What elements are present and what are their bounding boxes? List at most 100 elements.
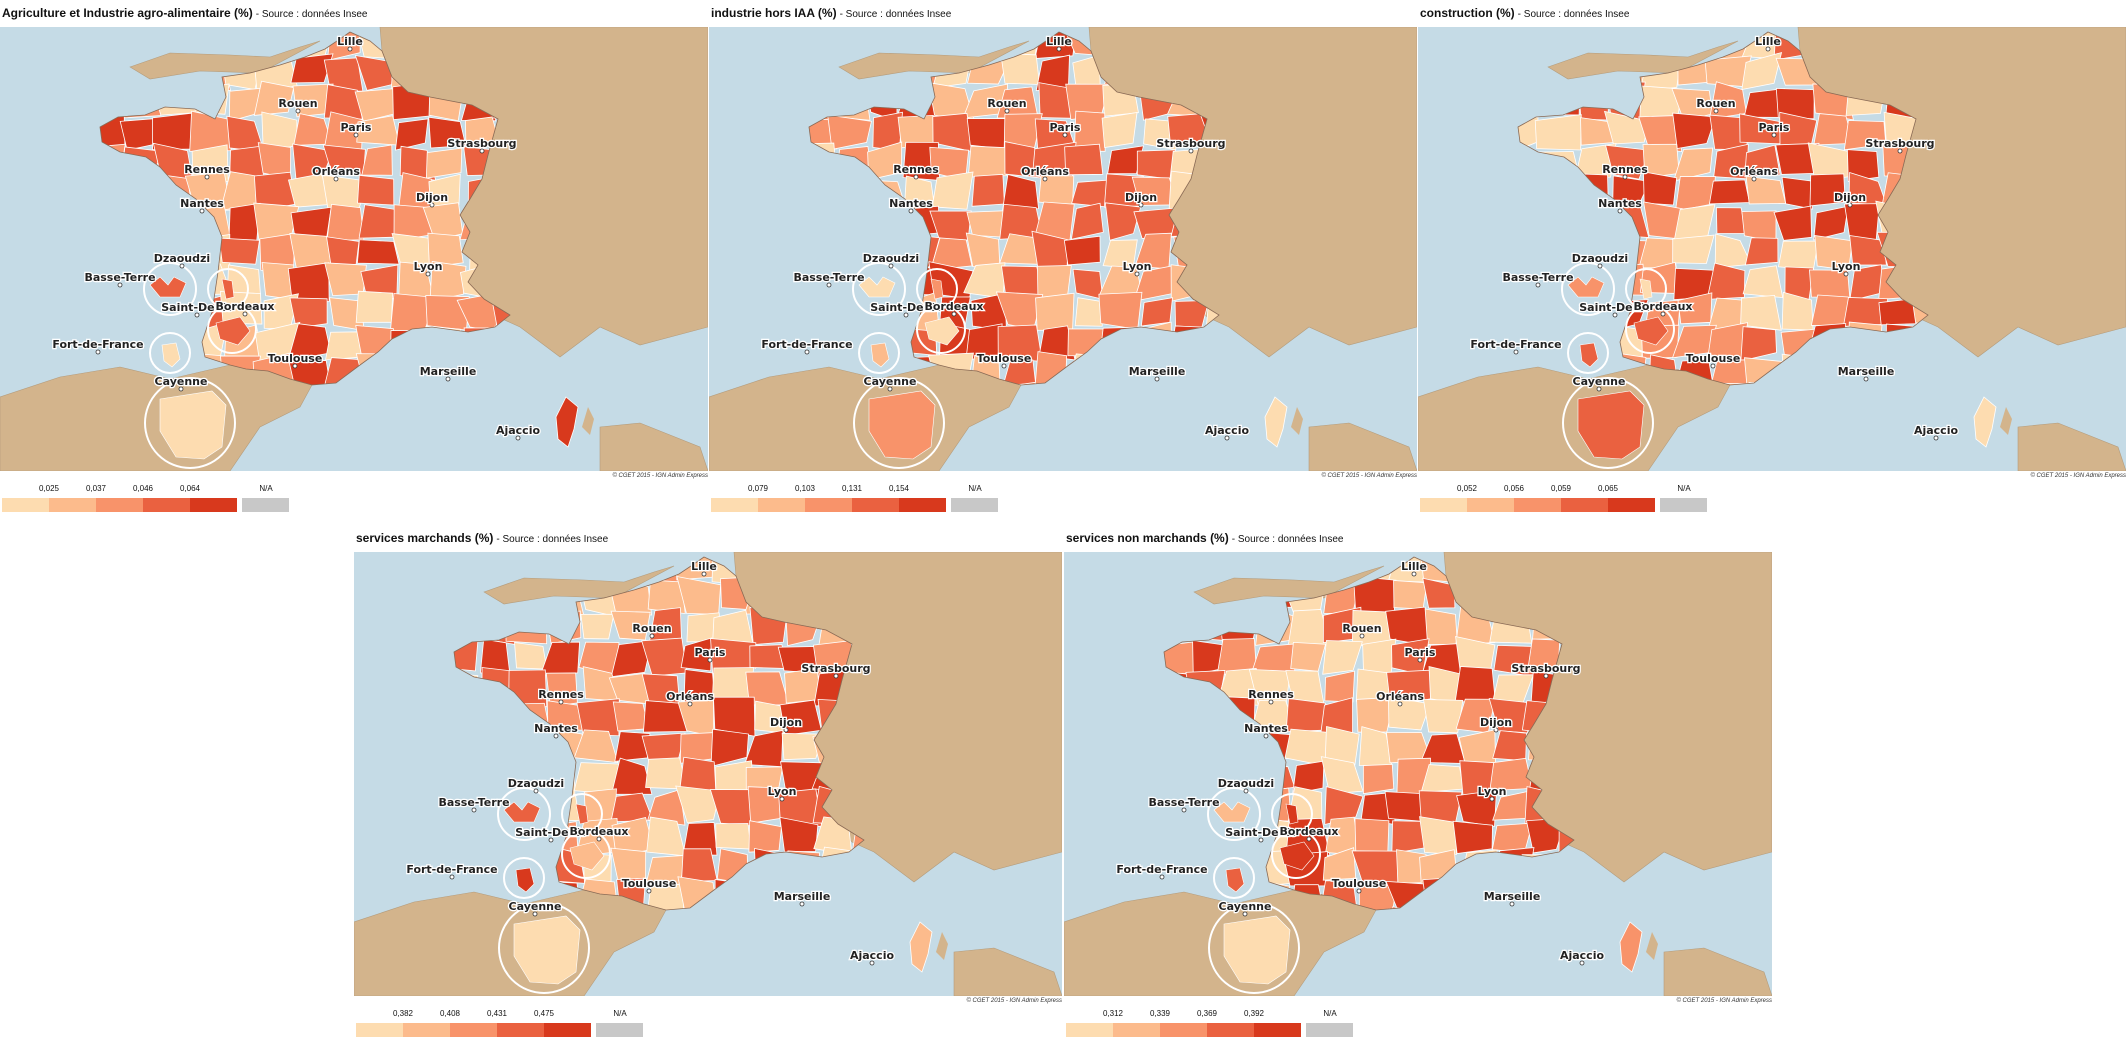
department-area — [1358, 882, 1398, 910]
city-label: Cayenne — [1219, 900, 1272, 913]
department-area — [1192, 702, 1226, 738]
department-area — [1164, 761, 1191, 795]
department-area — [1034, 351, 1068, 385]
department-area — [1672, 147, 1714, 182]
department-area — [1813, 205, 1849, 241]
city-marker — [1596, 386, 1602, 392]
department-area — [454, 557, 483, 584]
city-label: Basse-Terre — [438, 796, 509, 809]
choropleth-map[interactable]: Lille Rouen Paris Strasbourg Rennes Orléans Na… — [354, 552, 1062, 996]
city-label: Rouen — [278, 97, 317, 110]
city-label: Nantes — [889, 197, 933, 210]
city-label: Rouen — [632, 622, 671, 635]
city-marker — [1134, 271, 1140, 277]
city-marker — [646, 888, 652, 894]
department-area — [610, 757, 653, 795]
city-label: Marseille — [1484, 890, 1541, 903]
choropleth-map[interactable]: Lille Rouen Paris Strasbourg Rennes Orléans Na… — [1418, 27, 2126, 471]
department-area — [929, 210, 972, 241]
department-area — [1420, 764, 1465, 793]
department-area — [494, 325, 510, 363]
legend-swatch — [356, 1023, 403, 1037]
uk-landmass — [129, 40, 321, 80]
source-note: - Source : données Insee — [496, 534, 609, 545]
africa-landmass — [1308, 422, 1417, 471]
department-area — [228, 87, 261, 122]
city-marker — [1411, 571, 1417, 577]
city-marker — [242, 311, 248, 317]
map-panel: services non marchands (%) - Source : don… — [1064, 525, 1772, 1045]
choropleth-map[interactable]: Lille Rouen Paris Strasbourg Rennes Orléans Na… — [709, 27, 1417, 471]
overseas-territory-area — [924, 316, 960, 346]
city-marker — [553, 733, 559, 739]
source-note: - Source : données Insee — [1231, 534, 1344, 545]
overseas-inset-circle — [1208, 902, 1300, 994]
department-area — [323, 84, 363, 120]
city-marker — [347, 46, 353, 52]
overseas-territory-area — [1567, 276, 1605, 298]
france-outline — [1163, 556, 1575, 911]
sardinia-landmass — [1291, 407, 1303, 435]
map-credit: © CGET 2015 - IGN Admin Express — [1321, 473, 1417, 479]
department-area — [610, 792, 654, 823]
department-area — [1164, 641, 1195, 675]
city-label: Cayenne — [509, 900, 562, 913]
department-area — [1459, 760, 1498, 798]
department-area — [1362, 638, 1397, 675]
department-area — [1707, 382, 1751, 385]
legend: 0,312 0,339 0,369 0,392 N/A — [1066, 1009, 1366, 1039]
department-area — [100, 202, 128, 243]
department-area — [1456, 789, 1497, 827]
department-area — [1518, 173, 1543, 210]
legend-swatch-na — [1306, 1023, 1353, 1037]
city-label: Dzaoudzi — [508, 777, 564, 790]
legend-swatch-na — [1660, 498, 1707, 512]
department-area — [848, 885, 864, 910]
city-label: Rouen — [987, 97, 1026, 110]
city-marker — [333, 176, 339, 182]
department-area — [610, 610, 651, 641]
city-marker — [1713, 108, 1719, 114]
legend-swatch-na — [242, 498, 289, 512]
city-label: Ajaccio — [1914, 424, 1959, 437]
department-area — [514, 557, 547, 581]
city-label: Paris — [1405, 646, 1436, 659]
department-area — [1420, 911, 1457, 946]
department-area — [122, 83, 164, 119]
department-area — [1354, 818, 1390, 856]
city-marker — [951, 311, 957, 317]
city-label: Saint-Denis — [515, 826, 587, 839]
department-area — [836, 145, 873, 178]
department-area — [1224, 557, 1260, 580]
legend-break-label: 0,079 — [747, 484, 769, 493]
city-marker — [548, 837, 554, 843]
choropleth-map[interactable]: Lille Rouen Paris Strasbourg Rennes Orléans Na… — [0, 27, 708, 471]
department-area — [1001, 381, 1042, 385]
department-area — [100, 84, 125, 122]
department-area — [971, 173, 1005, 207]
legend-break-label: 0,064 — [179, 484, 201, 493]
department-area — [427, 232, 464, 268]
department-area — [966, 118, 1009, 150]
department-area — [1205, 387, 1239, 420]
legend-break-label: 0,382 — [392, 1009, 414, 1018]
city-marker — [779, 796, 785, 802]
city-marker — [596, 836, 602, 842]
city-label: Fort-de-France — [1470, 338, 1561, 351]
department-area — [1492, 730, 1527, 762]
choropleth-map[interactable]: Lille Rouen Paris Strasbourg Rennes Orléans Na… — [1064, 552, 1772, 996]
city-label: Saint-Denis — [1225, 826, 1297, 839]
department-area — [1164, 701, 1193, 735]
sardinia-landmass — [936, 932, 948, 960]
city-label: Strasbourg — [1511, 662, 1580, 675]
overseas-territory-area — [1223, 915, 1291, 985]
overseas-territory-area — [1213, 801, 1251, 823]
city-label: Lille — [1046, 35, 1072, 48]
department-area — [745, 908, 790, 910]
source-note: - Source : données Insee — [255, 9, 368, 20]
department-area — [539, 641, 580, 676]
department-area — [100, 299, 130, 332]
uk-landmass — [1193, 565, 1385, 605]
department-area — [814, 906, 859, 910]
legend: 0,052 0,056 0,059 0,065 N/A — [1420, 484, 1720, 514]
